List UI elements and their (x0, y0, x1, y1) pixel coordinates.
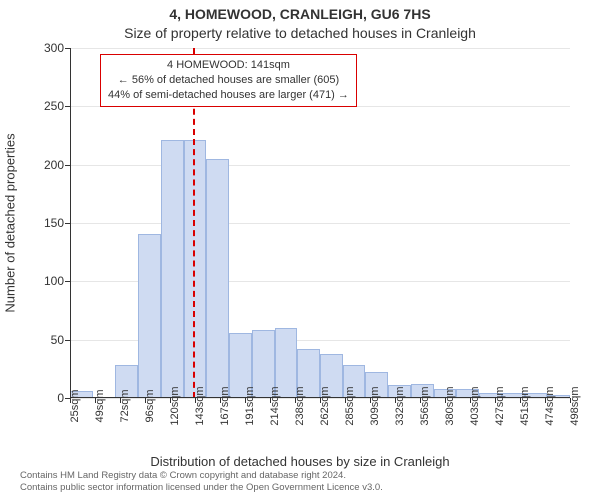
y-tick-label: 0 (4, 392, 64, 404)
annotation-line3: 44% of semi-detached houses are larger (… (108, 88, 349, 103)
x-tick-label: 403sqm (470, 386, 481, 425)
histogram-bar (206, 159, 229, 398)
x-tick-label: 285sqm (345, 386, 356, 425)
x-tick-label: 474sqm (545, 386, 556, 425)
x-tick-label: 498sqm (570, 386, 581, 425)
x-tick-label: 96sqm (145, 389, 156, 422)
chart-subtitle: Size of property relative to detached ho… (0, 25, 600, 41)
y-tick-label: 200 (4, 159, 64, 171)
y-tick-label: 100 (4, 275, 64, 287)
plot-area: 4 HOMEWOOD: 141sqm ← 56% of detached hou… (70, 48, 570, 398)
annotation-box: 4 HOMEWOOD: 141sqm ← 56% of detached hou… (100, 54, 357, 107)
x-tick-label: 167sqm (220, 386, 231, 425)
footer-line2: Contains public sector information licen… (20, 482, 383, 494)
footer-attribution: Contains HM Land Registry data © Crown c… (20, 470, 383, 494)
x-tick-label: 427sqm (495, 386, 506, 425)
y-axis: 050100150200250300 (0, 48, 70, 398)
x-axis: 25sqm49sqm72sqm96sqm120sqm143sqm167sqm19… (70, 398, 570, 458)
x-tick-label: 120sqm (170, 386, 181, 425)
chart-root: 4, HOMEWOOD, CRANLEIGH, GU6 7HS Size of … (0, 0, 600, 500)
histogram-bar (184, 140, 207, 398)
x-axis-title: Distribution of detached houses by size … (0, 454, 600, 469)
histogram-bar (161, 140, 184, 398)
y-tick-label: 250 (4, 100, 64, 112)
x-tick-label: 356sqm (420, 386, 431, 425)
x-tick-label: 309sqm (370, 386, 381, 425)
x-tick-label: 332sqm (395, 386, 406, 425)
y-tick-label: 150 (4, 217, 64, 229)
footer-line1: Contains HM Land Registry data © Crown c… (20, 470, 383, 482)
x-tick-label: 380sqm (445, 386, 456, 425)
y-tick-label: 50 (4, 334, 64, 346)
annotation-line1: 4 HOMEWOOD: 141sqm (108, 58, 349, 73)
x-tick-label: 238sqm (295, 386, 306, 425)
y-axis-line (70, 48, 71, 398)
x-tick-label: 143sqm (195, 386, 206, 425)
x-tick-label: 262sqm (320, 386, 331, 425)
x-tick-label: 25sqm (70, 389, 81, 422)
x-tick-label: 49sqm (95, 389, 106, 422)
chart-title-address: 4, HOMEWOOD, CRANLEIGH, GU6 7HS (0, 6, 600, 22)
x-tick-label: 72sqm (120, 389, 131, 422)
x-tick-label: 214sqm (270, 386, 281, 425)
annotation-line2: ← 56% of detached houses are smaller (60… (108, 73, 349, 88)
x-tick-label: 191sqm (245, 386, 256, 425)
histogram-bar (138, 234, 161, 399)
y-tick-label: 300 (4, 42, 64, 54)
x-tick-label: 451sqm (520, 386, 531, 425)
